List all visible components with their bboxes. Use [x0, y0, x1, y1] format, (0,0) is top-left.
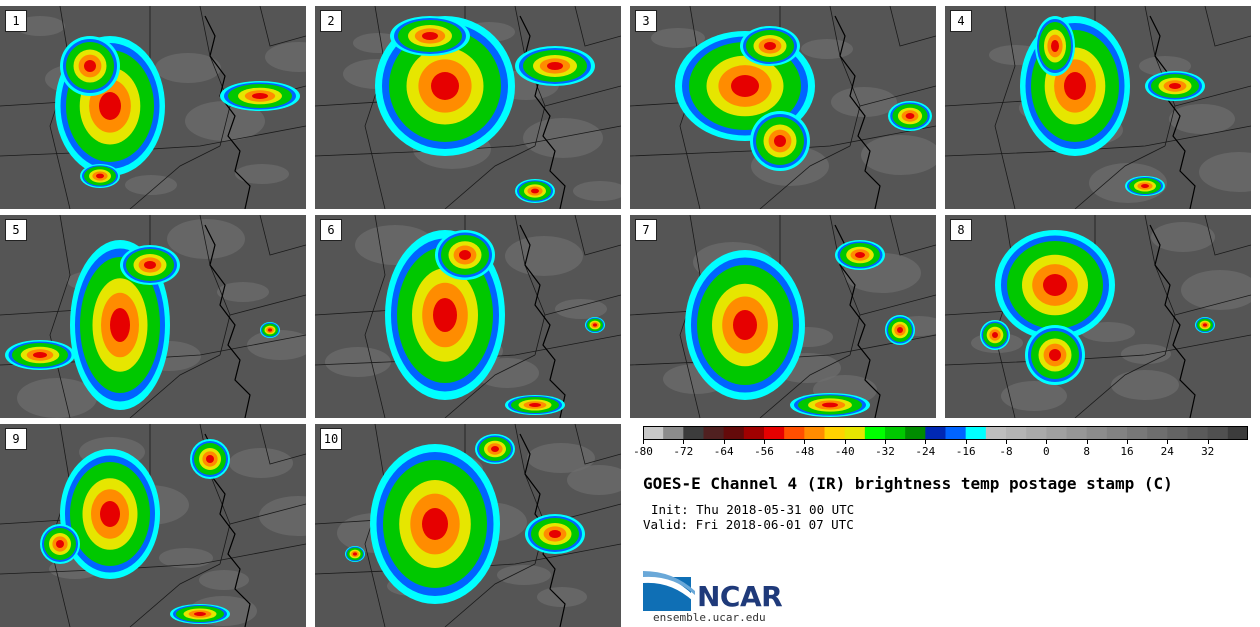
colorbar-segment [824, 426, 846, 440]
colorbar-ticks: -80 -72 -64 -56 -48 -40 -32 -24 -16 -8 0 8 16 24 32 [633, 440, 1248, 460]
colorbar-segment [1167, 426, 1189, 440]
forecast-panel-4[interactable]: 4 [945, 6, 1251, 209]
colorbar-tick-label: -40 [834, 445, 855, 458]
colorbar-segment [1066, 426, 1088, 440]
colorbar-tick-label: 16 [1120, 445, 1134, 458]
colorbar-segment [985, 426, 1007, 440]
colorbar-tick-label: 32 [1201, 445, 1215, 458]
colorbar-segment [1127, 426, 1148, 440]
colorbar-tick-label: -56 [754, 445, 774, 458]
panel-number: 4 [950, 10, 972, 32]
panel-number: 1 [5, 10, 27, 32]
figure-title: GOES-E Channel 4 (IR) brightness temp po… [643, 474, 1173, 493]
panel-number: 2 [320, 10, 342, 32]
ir-satellite-map [630, 215, 936, 418]
colorbar-tick-mark [723, 440, 725, 444]
colorbar-tick-label: 0 [1042, 445, 1050, 458]
panel-number: 3 [635, 10, 657, 32]
ir-satellite-map [315, 215, 621, 418]
ir-satellite-map [630, 6, 936, 209]
colorbar-tick-label: -80 [633, 445, 653, 458]
colorbar-segment [945, 426, 967, 440]
panel-number: 7 [635, 219, 657, 241]
website-link[interactable]: ensemble.ucar.edu [653, 611, 766, 624]
colorbar-segment [1006, 426, 1027, 440]
ir-satellite-map [315, 424, 621, 627]
colorbar [643, 426, 1248, 440]
colorbar-tick-mark [804, 440, 806, 444]
ir-satellite-map [0, 6, 306, 209]
colorbar-tick-mark [925, 440, 927, 444]
colorbar-segment [804, 426, 826, 440]
colorbar-tick-mark [764, 440, 765, 444]
colorbar-segment [1046, 426, 1068, 440]
logo-text: NCAR [697, 580, 783, 613]
colorbar-tick-label: 24 [1160, 445, 1174, 458]
forecast-panel-9[interactable]: 9 [0, 424, 306, 627]
colorbar-tick-label: -72 [673, 445, 694, 458]
panel-number: 6 [320, 219, 342, 241]
ir-satellite-map [0, 424, 306, 627]
forecast-panel-3[interactable]: 3 [630, 6, 936, 209]
panel-number: 5 [5, 219, 27, 241]
forecast-panel-1[interactable]: 1 [0, 6, 306, 209]
init-time: Init: Thu 2018-05-31 00 UTC [651, 502, 855, 517]
colorbar-segment [925, 426, 947, 440]
forecast-panel-7[interactable]: 7 [630, 215, 936, 418]
colorbar-tick-label: 8 [1083, 445, 1090, 458]
colorbar-segment [1106, 426, 1128, 440]
colorbar-segment [1187, 426, 1209, 440]
forecast-panel-6[interactable]: 6 [315, 215, 621, 418]
colorbar-tick-label: -24 [915, 445, 936, 458]
colorbar-segment [1026, 426, 1047, 440]
panel-number: 9 [5, 428, 27, 450]
ir-satellite-map [315, 6, 621, 209]
colorbar-tick-label: -64 [713, 445, 734, 458]
colorbar-tick-mark [1006, 440, 1007, 444]
colorbar-segment [764, 426, 785, 440]
colorbar-tick-mark [844, 440, 846, 444]
colorbar-segment [683, 426, 705, 440]
colorbar-tick-label: -48 [794, 445, 815, 458]
colorbar-tick-mark [1127, 440, 1128, 444]
forecast-panel-8[interactable]: 8 [945, 215, 1251, 418]
ir-satellite-map [945, 6, 1251, 209]
colorbar-segment [663, 426, 684, 440]
colorbar-tick-mark [643, 440, 644, 444]
colorbar-segment [703, 426, 725, 440]
forecast-panel-10[interactable]: 10 [315, 424, 621, 627]
colorbar-segment [643, 426, 664, 440]
colorbar-segment [1227, 426, 1248, 440]
colorbar-tick-mark [1207, 440, 1209, 444]
colorbar-tick-mark [1167, 440, 1169, 444]
colorbar-segment [1086, 426, 1108, 440]
colorbar-tick-label: -8 [999, 445, 1013, 458]
colorbar-tick-mark [885, 440, 886, 444]
colorbar-segment [1147, 426, 1168, 440]
colorbar-segment [743, 426, 765, 440]
forecast-panel-2[interactable]: 2 [315, 6, 621, 209]
colorbar-segment [905, 426, 926, 440]
colorbar-segment [885, 426, 906, 440]
colorbar-tick-mark [1046, 440, 1048, 444]
colorbar-tick-mark [683, 440, 685, 444]
colorbar-tick-label: -16 [955, 445, 976, 458]
colorbar-segment [844, 426, 866, 440]
panel-number: 8 [950, 219, 972, 241]
valid-time: Valid: Fri 2018-06-01 07 UTC [643, 517, 854, 532]
ir-satellite-map [0, 215, 306, 418]
colorbar-tick-label: -32 [875, 445, 895, 458]
colorbar-segment [864, 426, 886, 440]
ncar-logo-icon [643, 571, 695, 611]
colorbar-tick-mark [1086, 440, 1088, 444]
ir-satellite-map [945, 215, 1251, 418]
colorbar-tick-mark [965, 440, 967, 444]
colorbar-segment [723, 426, 745, 440]
colorbar-segment [965, 426, 987, 440]
forecast-panel-5[interactable]: 5 [0, 215, 306, 418]
colorbar-segment [784, 426, 805, 440]
panel-number: 10 [320, 428, 342, 450]
colorbar-segment [1207, 426, 1229, 440]
